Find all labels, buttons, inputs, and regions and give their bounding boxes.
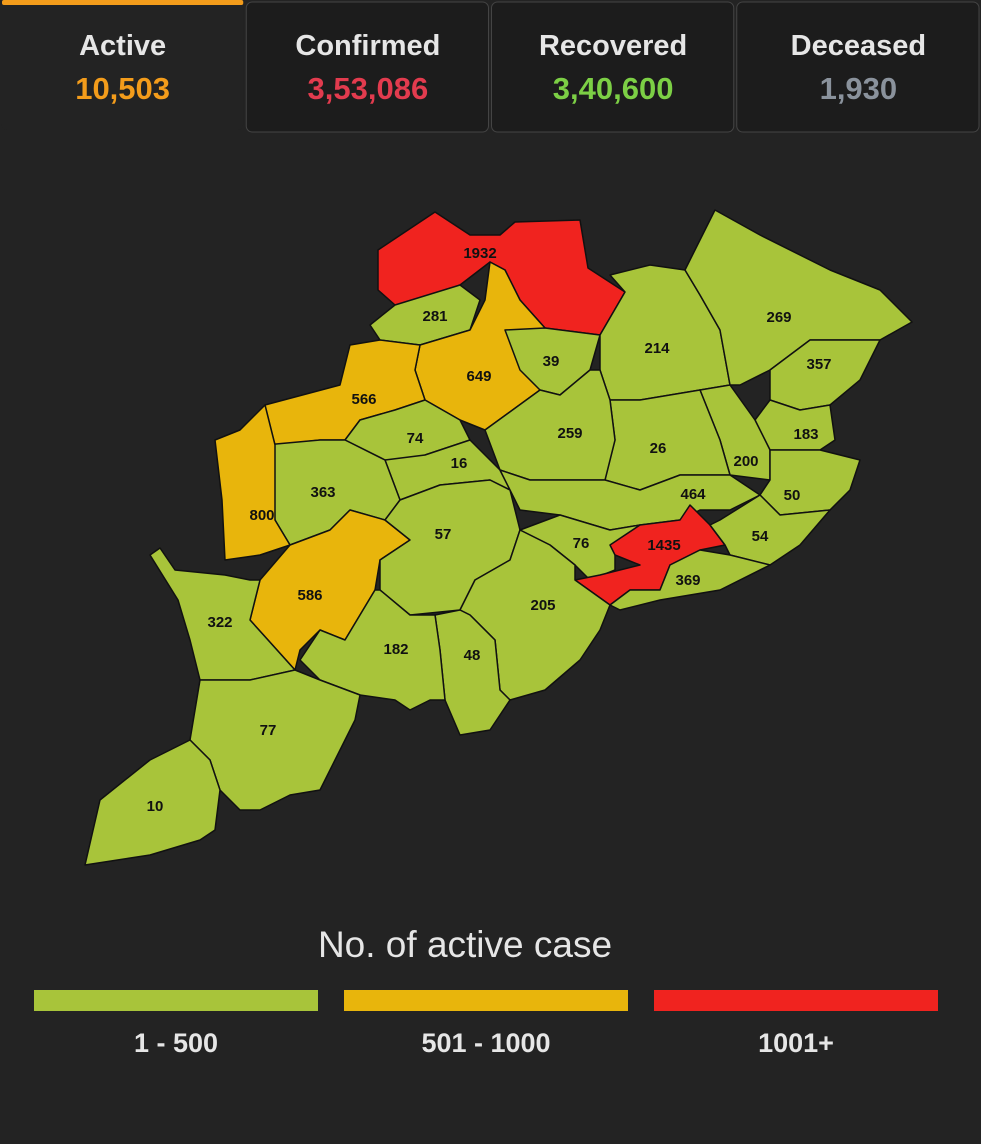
- tab[interactable]: [1, 0, 244, 130]
- district[interactable]: [214, 404, 291, 561]
- legend-label: 1 - 500: [134, 1028, 218, 1058]
- district[interactable]: [149, 547, 296, 681]
- district-label: 74: [407, 430, 424, 447]
- legend-label: 501 - 1000: [421, 1028, 550, 1058]
- district-label: 16: [451, 455, 468, 472]
- district-label: 1932: [463, 245, 496, 262]
- district-label: 363: [310, 484, 335, 501]
- tab-label: Deceased: [791, 30, 926, 62]
- district-label: 205: [530, 597, 555, 614]
- legend-title: No. of active case: [318, 924, 612, 965]
- district[interactable]: [709, 494, 831, 566]
- district-label: 200: [733, 453, 758, 470]
- district-label: 183: [793, 426, 818, 443]
- legend-swatch: [344, 990, 628, 1011]
- district-label: 369: [675, 572, 700, 589]
- district-label: 48: [464, 647, 481, 664]
- district-label: 39: [543, 353, 560, 370]
- district-label: 57: [435, 526, 452, 543]
- district-label: 50: [784, 487, 801, 504]
- tab-label: Confirmed: [295, 30, 440, 62]
- district-label: 464: [680, 486, 706, 503]
- district-label: 10: [147, 798, 164, 815]
- district[interactable]: [84, 739, 221, 866]
- district[interactable]: [609, 549, 771, 611]
- district[interactable]: [499, 469, 761, 531]
- district-label: 77: [260, 722, 277, 739]
- legend-swatch: [654, 990, 938, 1011]
- district-label: 566: [351, 391, 376, 408]
- tab[interactable]: [491, 1, 735, 133]
- district[interactable]: [299, 589, 446, 711]
- district-label: 322: [207, 614, 232, 631]
- tab-value: 1,930: [820, 71, 898, 106]
- tab-label: Recovered: [539, 30, 687, 62]
- tab-value: 10,503: [75, 71, 170, 106]
- legend-swatch: [34, 990, 318, 1011]
- district-label: 1435: [647, 537, 680, 554]
- district-label: 26: [650, 440, 667, 457]
- district-label: 357: [806, 356, 831, 373]
- district-label: 281: [422, 308, 447, 325]
- tab[interactable]: [736, 1, 980, 133]
- district-label: 269: [766, 309, 791, 326]
- district[interactable]: [759, 449, 861, 516]
- tab-label: Active: [79, 30, 166, 62]
- district-label: 182: [383, 641, 408, 658]
- district-label: 649: [466, 368, 491, 385]
- tab-value: 3,53,086: [308, 71, 429, 106]
- district-label: 76: [573, 535, 590, 552]
- tab[interactable]: [245, 1, 489, 133]
- legend-label: 1001+: [758, 1028, 834, 1058]
- district-label: 54: [752, 528, 769, 545]
- district-label: 259: [557, 425, 582, 442]
- tab-value: 3,40,600: [553, 71, 674, 106]
- district-label: 214: [644, 340, 670, 357]
- district-label: 800: [249, 507, 274, 524]
- district-label: 586: [297, 587, 322, 604]
- district[interactable]: [684, 209, 913, 386]
- tab-indicator: [2, 0, 244, 5]
- district[interactable]: [484, 369, 616, 481]
